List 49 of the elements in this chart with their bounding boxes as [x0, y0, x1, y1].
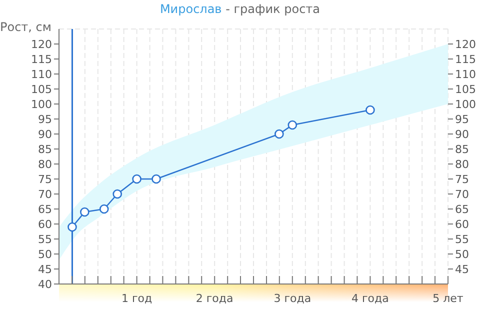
y2-tick-label: 75	[455, 172, 469, 186]
y2-tick-label: 90	[455, 128, 469, 141]
y-tick-label: 45	[38, 262, 52, 276]
y2-tick-label: 70	[455, 188, 469, 201]
y2-tick-label: 45	[455, 262, 469, 276]
point	[366, 105, 375, 115]
y2-tick-label: 55	[455, 232, 469, 246]
y2-tick-label: 95	[455, 112, 469, 126]
y2-tick-label: 60	[455, 218, 469, 231]
x-tick-label: 3 года	[274, 292, 312, 305]
y-tick-label: 50	[38, 248, 52, 261]
y-tick-label: 115	[31, 52, 52, 66]
y-tick-label: 100	[31, 98, 52, 111]
y2-tick-label: 105	[455, 82, 476, 96]
y-tick-label: 110	[31, 68, 52, 81]
y2-tick-label: 120	[455, 38, 476, 51]
y-tick-label: 80	[38, 158, 52, 171]
y2-tick-label: 65	[455, 202, 469, 216]
y-tick-label: 105	[31, 82, 52, 96]
y2-tick-label: 85	[455, 142, 469, 156]
point	[68, 222, 77, 232]
y-tick-label: 75	[38, 172, 52, 186]
y2-tick-label: 80	[455, 158, 469, 171]
point	[132, 174, 142, 184]
y-tick-label: 90	[38, 128, 52, 141]
y-tick-label: 60	[38, 218, 52, 231]
y-axis-title: Рост, см	[0, 20, 52, 34]
chart-title: Мирослав - график роста	[158, 2, 322, 16]
y-tick-label: 95	[38, 112, 52, 126]
point	[99, 204, 109, 214]
y-tick-label: 120	[31, 38, 52, 51]
point	[112, 189, 122, 199]
x-tick-label: 2 года	[196, 292, 234, 305]
y-tick-label: 55	[38, 232, 52, 246]
x-tick-label: 4 года	[352, 292, 389, 305]
y2-tick-label: 50	[455, 248, 469, 261]
point	[288, 120, 298, 130]
point	[80, 207, 90, 217]
y-tick-label: 70	[38, 188, 52, 201]
y2-tick-label: 115	[455, 52, 476, 66]
y-tick-label: 40	[38, 278, 52, 291]
y-tick-label: 85	[38, 142, 52, 156]
x-tick-label: 1 год	[121, 292, 152, 305]
y-tick-label: 65	[38, 202, 52, 216]
y2-tick-label: 100	[455, 98, 476, 111]
point	[274, 129, 284, 139]
y2-tick-label: 110	[455, 68, 476, 81]
point	[152, 174, 161, 184]
x-tick-label: 5 лет	[432, 292, 464, 305]
